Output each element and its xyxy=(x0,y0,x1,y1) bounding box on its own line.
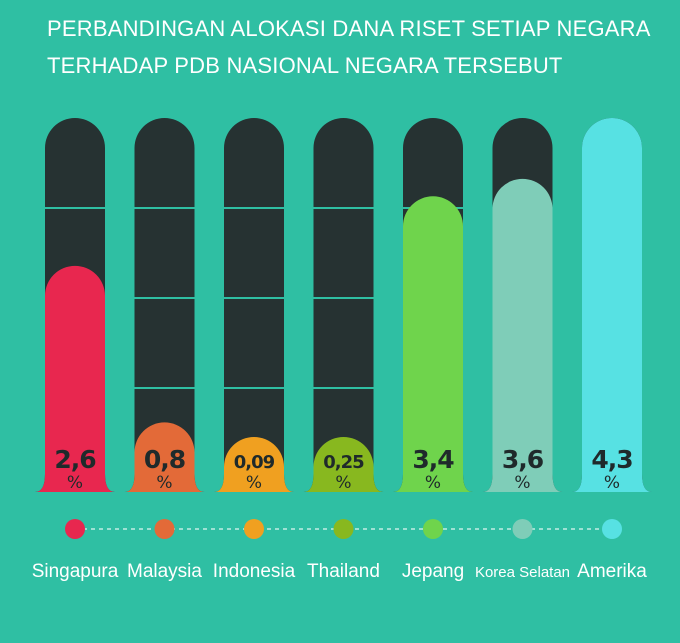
category-label-2: Indonesia xyxy=(213,561,296,582)
value-labels: 2,6%0,8%0,09%0,25%3,4%3,6%4,3% xyxy=(54,445,633,493)
timeline-dot-4 xyxy=(423,519,443,539)
timeline-dot-6 xyxy=(602,519,622,539)
category-label-0: Singapura xyxy=(32,561,119,582)
gridlines xyxy=(40,207,660,389)
timeline-dot-3 xyxy=(333,519,354,539)
value-label-3: 0,25 xyxy=(323,452,364,473)
value-unit-6: % xyxy=(604,473,620,493)
value-unit-2: % xyxy=(246,473,262,493)
timeline-dot-5 xyxy=(512,519,533,539)
category-label-1: Malaysia xyxy=(127,561,202,582)
value-unit-0: % xyxy=(67,473,83,493)
value-unit-3: % xyxy=(335,473,351,493)
category-labels: Singapura Malaysia Indonesia Thailand Jepang… xyxy=(32,561,648,582)
bar-track-2 xyxy=(214,118,294,492)
category-label-5: Korea Selatan xyxy=(475,564,570,581)
bar-korea-selatan xyxy=(482,178,563,493)
value-label-6: 4,3 xyxy=(591,445,632,474)
value-unit-5: % xyxy=(514,473,530,493)
bar-singapura xyxy=(35,265,115,492)
bar-track-1 xyxy=(124,118,205,492)
bar-track-3 xyxy=(303,118,384,492)
value-unit-4: % xyxy=(425,473,441,493)
bar-amerika xyxy=(572,118,652,492)
timeline-dot-1 xyxy=(154,519,175,539)
chart-title-line-2: TERHADAP PDB NASIONAL NEGARA TERSEBUT xyxy=(47,53,563,78)
value-label-1: 0,8 xyxy=(144,445,185,474)
bar-tracks xyxy=(35,118,652,492)
category-label-6: Amerika xyxy=(577,561,647,582)
category-timeline xyxy=(65,519,622,539)
value-unit-1: % xyxy=(156,473,172,493)
bar-jepang xyxy=(393,196,473,492)
bars xyxy=(35,118,652,493)
chart-title-line-1: PERBANDINGAN ALOKASI DANA RISET SETIAP N… xyxy=(47,16,651,41)
category-label-4: Jepang xyxy=(402,561,464,582)
value-label-4: 3,4 xyxy=(412,445,454,474)
timeline-dot-2 xyxy=(244,519,264,539)
value-label-0: 2,6 xyxy=(54,445,96,474)
chart-title: PERBANDINGAN ALOKASI DANA RISET SETIAP N… xyxy=(47,10,667,84)
category-label-3: Thailand xyxy=(307,561,380,582)
value-label-2: 0,09 xyxy=(234,452,275,473)
timeline-dot-0 xyxy=(65,519,85,539)
bar-thailand xyxy=(303,437,384,492)
value-label-5: 3,6 xyxy=(502,445,544,474)
bar-indonesia xyxy=(214,437,294,492)
bar-malaysia xyxy=(124,422,205,492)
